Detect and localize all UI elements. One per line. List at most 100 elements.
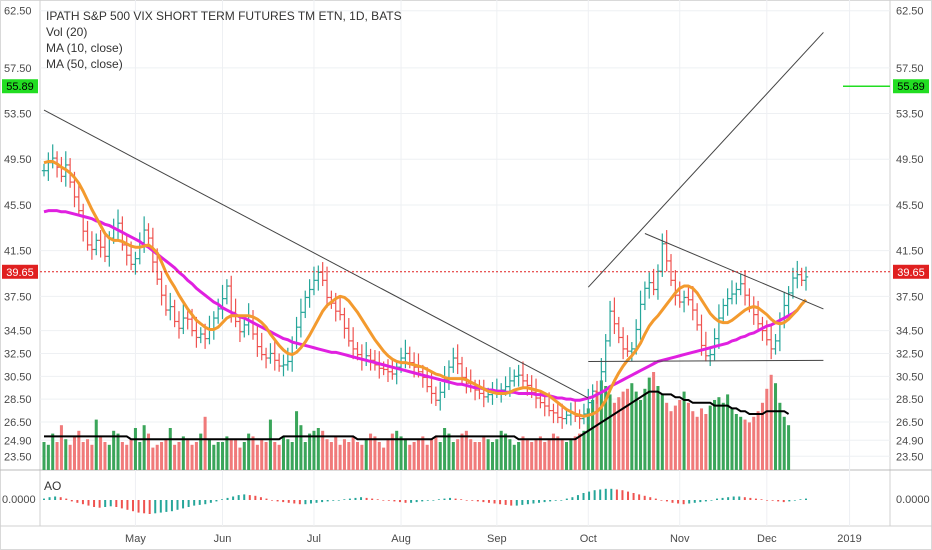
volume-bar [403,439,407,470]
volume-bar [608,394,612,470]
ao-bar [749,497,752,500]
price-bar [708,347,713,367]
legend-vol: Vol (20) [46,25,87,39]
ao-bar [454,498,457,500]
ao-bar [604,488,607,500]
volume-bar [46,444,50,470]
price-bar [320,262,325,287]
price-bar [681,290,687,313]
volume-bar [260,439,264,470]
x-tick-label: Jul [307,533,321,545]
volume-bar [508,439,512,470]
y-axis-right: 62.50 57.50 53.50 49.50 45.50 41.50 37.50 34.50… [896,6,924,464]
ao-bar [315,500,318,503]
ao-bar [738,496,741,500]
volume-ma-line [44,390,790,441]
price-bar [76,183,82,217]
volume-bar [630,383,634,470]
ao-bar [493,500,496,504]
ao-bar [293,500,296,504]
ao-bar [699,500,702,503]
volume-bar [190,444,194,470]
price-bar [168,292,173,321]
price-bar [690,286,695,321]
ao-bar [727,497,730,500]
price-bar [716,304,722,349]
volume-bar [578,433,582,470]
price-bar [268,343,273,364]
price-bar [664,230,669,272]
ao-bar [671,500,674,503]
price-bar [481,379,486,408]
ao-tick-right: 0.0000 [896,494,930,506]
ao-bar [382,500,385,501]
ao-bar [460,499,463,500]
volume-bar [556,436,560,470]
ao-bar [754,498,757,500]
price-bar [89,231,95,260]
volume-bar [704,414,708,470]
price-bar [686,287,691,306]
ao-bar [76,500,79,503]
volume-bar [290,442,294,470]
volume-bar [125,444,129,470]
volume-bar [438,442,442,470]
ao-bar [337,500,340,501]
volume-bar [395,430,399,470]
ao-bar [387,500,390,501]
ao-bar [688,500,691,504]
ao-bar [193,500,196,506]
volume-bar [699,408,704,470]
volume-bar [756,411,760,470]
volume-bar [460,433,464,470]
price-bar [350,327,356,360]
ao-bar [677,500,680,504]
ao-bar [638,494,641,500]
ao-bar [437,499,440,500]
price-bar [198,327,203,344]
volume-bar [486,439,490,470]
volume-bar [551,433,555,470]
ma50-line [43,209,799,402]
ao-bar [532,500,535,504]
trendline [43,109,589,399]
volume-bar [595,391,599,470]
volume-bar [534,439,538,470]
price-bar [337,297,343,321]
ao-bar [70,500,73,502]
price-bar [176,311,182,339]
volume-bar [678,400,682,470]
ao-bar [704,500,707,502]
volume-bar [647,377,651,470]
ao-bar [743,497,746,500]
volume-bar [164,439,168,470]
volume-bar [490,442,495,470]
volume-bar [59,425,63,470]
ao-bar [805,498,807,500]
price-bar [181,304,186,335]
volume-bar [504,433,508,470]
volume-bar [621,391,625,470]
volume-bar [525,439,529,470]
volume-bar [499,430,503,470]
price-bar [512,369,517,387]
volume-bar [421,436,425,470]
ao-bar [499,500,502,505]
volume-bar [216,442,220,470]
volume-bar [730,408,734,470]
volume-bar [229,439,233,470]
volume-bar [434,436,438,470]
volume-bar [495,439,499,470]
price-bar [346,318,351,347]
price-bar [477,379,482,400]
ao-bar [799,499,802,500]
ao-bar [549,500,552,502]
volume-bar [599,380,603,470]
ao-bar [232,496,235,500]
volume-bar [451,442,455,470]
volume-bar [665,402,669,470]
ao-bar [43,498,45,500]
trendline [588,359,824,362]
volume-bar [447,433,451,470]
